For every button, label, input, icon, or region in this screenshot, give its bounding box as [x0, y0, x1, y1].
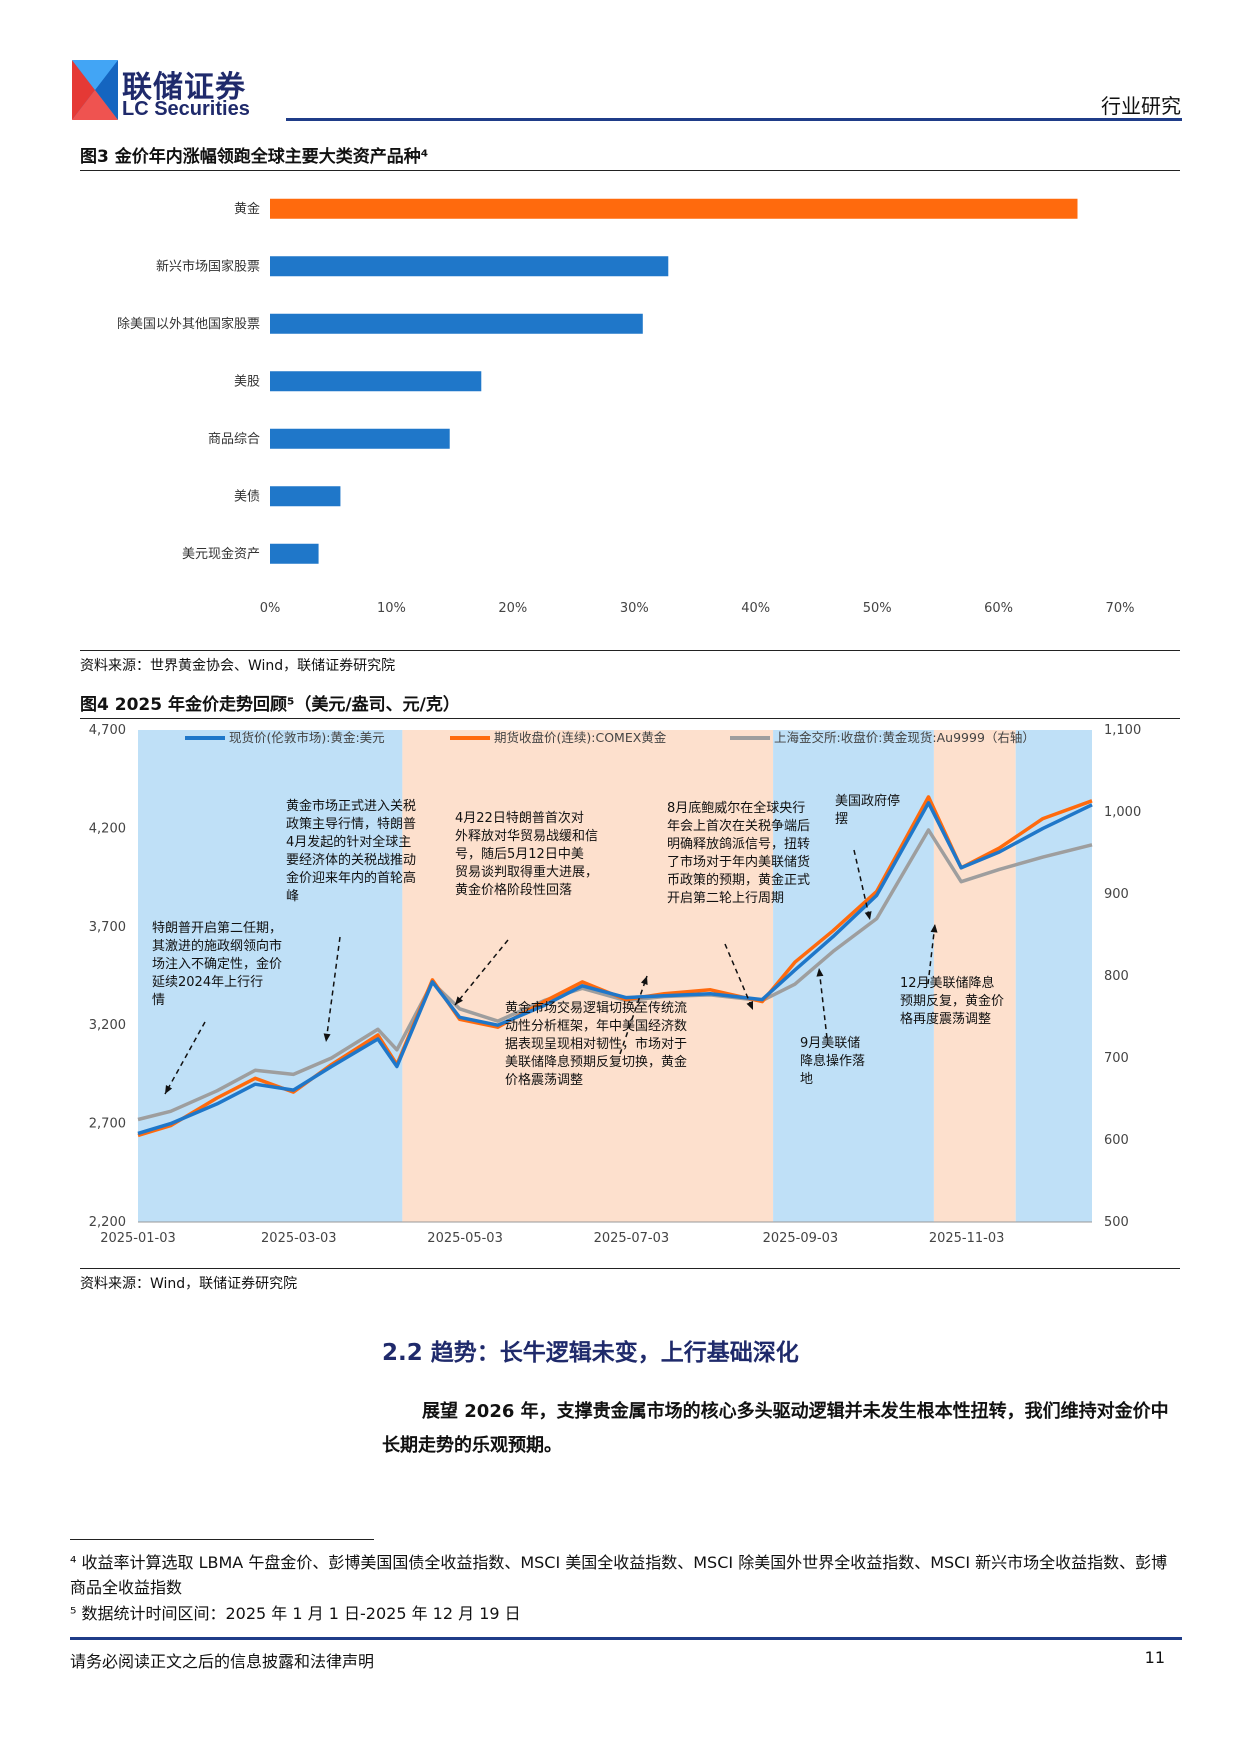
figure4-title: 图4 2025 年金价走势回顾⁵（美元/盎司、元/克）: [80, 695, 460, 715]
arrowhead: [816, 968, 824, 977]
bar-category-label: 新兴市场国家股票: [156, 258, 260, 274]
y-tick-label: 2,700: [89, 1117, 126, 1132]
chart-annotation: 黄金市场交易逻辑切换至传统流动性分析框架，年中美国经济数据表现呈现相对韧性，市场…: [505, 1000, 687, 1088]
bar-category-label: 黄金: [234, 201, 260, 217]
y-tick-label: 4,700: [89, 723, 126, 738]
x-tick-label: 2025-01-03: [100, 1231, 176, 1246]
bar: [270, 486, 341, 507]
footnote-divider: [70, 1539, 374, 1540]
legend-label: 期货收盘价(连续):COMEX黄金: [494, 730, 667, 745]
x-tick-label: 2025-05-03: [427, 1231, 503, 1246]
chart-annotation: 特朗普开启第二任期，其激进的施政纲领向市场注入不确定性，金价延续2024年上行行…: [152, 921, 282, 1008]
y2-tick-label: 600: [1104, 1133, 1129, 1148]
header-divider: [286, 118, 1182, 121]
logo: [72, 60, 118, 120]
y2-tick-label: 500: [1104, 1215, 1129, 1230]
logo-icon: [72, 60, 118, 120]
bar-category-label: 商品综合: [208, 432, 260, 447]
chart-annotation: 美国政府停摆: [835, 793, 900, 827]
x-tick-label: 2025-09-03: [763, 1231, 839, 1246]
series-line: [137, 795, 1093, 1138]
shaded-period: [402, 730, 774, 1222]
section-title: 2.2 趋势：长牛逻辑未变，上行基础深化: [382, 1340, 799, 1366]
bar: [270, 428, 450, 449]
bar: [270, 371, 482, 392]
x-tick-label: 70%: [1106, 601, 1135, 616]
y-tick-label: 4,200: [89, 821, 126, 836]
bar: [270, 256, 669, 277]
figure3-top-rule: [80, 170, 1180, 171]
legend-label: 现货价(伦敦市场):黄金:美元: [229, 730, 385, 745]
annotation-arrow: [164, 1021, 206, 1095]
line-chart: 2,200 2,700 3,200 3,700 4,200 4,700 500 600 700 8…: [89, 723, 1141, 1246]
y2-tick-label: 1,000: [1104, 805, 1141, 820]
page-number: 11: [1144, 1648, 1165, 1667]
x-tick-label: 50%: [863, 601, 892, 616]
bar: [270, 313, 643, 334]
x-tick-label: 2025-07-03: [594, 1231, 670, 1246]
annotation-arrow: [619, 975, 648, 1055]
series-line: [137, 801, 1093, 1136]
chart-annotation: 9月美联储降息操作落地: [800, 1036, 865, 1087]
brand-name-en: LC Securities: [122, 98, 250, 120]
x-tick-label: 20%: [498, 601, 527, 616]
section-label: 行业研究: [1101, 94, 1181, 118]
x-tick-label: 30%: [620, 601, 649, 616]
bar: [270, 543, 319, 564]
y2-tick-label: 900: [1104, 887, 1129, 902]
chart-annotation: 黄金市场正式进入关税政策主导行情，特朗普 4月发起的针对全球主要经济体的关税战推动…: [286, 798, 416, 904]
chart-annotation: 8月底鲍威尔在全球央行年会上首次在关税争端后明确释放鸽派信号，扭转了市场对于年内…: [667, 800, 810, 906]
y2-tick-label: 1,100: [1104, 723, 1141, 738]
arrowhead: [930, 924, 938, 933]
arrowhead: [455, 996, 463, 1005]
x-tick-label: 60%: [984, 601, 1013, 616]
x-tick-label: 40%: [741, 601, 770, 616]
arrowhead: [323, 1033, 331, 1042]
figure3-source: 资料来源：世界黄金协会、Wind，联储证券研究院: [80, 658, 396, 674]
shaded-period: [773, 730, 934, 1222]
bar-category-label: 美股: [234, 374, 260, 389]
x-tick-label: 10%: [377, 601, 406, 616]
shaded-period: [933, 730, 1016, 1222]
bar-category-label: 美债: [234, 489, 260, 504]
arrowhead: [864, 911, 872, 920]
brand-name-cn: 联储证券: [122, 70, 246, 105]
body-paragraph: 展望 2026 年，支撑贵金属市场的核心多头驱动逻辑并未发生根本性扭转，我们维持…: [382, 1401, 1169, 1456]
y2-tick-label: 700: [1104, 1051, 1129, 1066]
figure4-source: 资料来源：Wind，联储证券研究院: [80, 1276, 298, 1292]
y-tick-label: 3,700: [89, 920, 126, 935]
figure4-top-rule: [80, 718, 1180, 719]
annotation-arrow: [454, 939, 509, 1006]
y2-tick-label: 800: [1104, 969, 1129, 984]
y-tick-label: 3,200: [89, 1018, 126, 1033]
annotation-arrow: [818, 967, 828, 1039]
chart-annotation: 4月22日特朗普首次对外释放对华贸易战缓和信号，随后5月12日中美贸易谈判取得重…: [455, 810, 598, 898]
arrowhead: [640, 976, 648, 985]
chart-annotation: 12月美联储降息预期反复，黄金价格再度震荡调整: [900, 975, 1004, 1027]
footer-disclaimer: 请务必阅读正文之后的信息披露和法律声明: [70, 1652, 375, 1671]
annotation-arrow: [724, 943, 754, 1011]
footer-divider: [70, 1637, 1182, 1640]
bar: [270, 198, 1078, 219]
bar-category-label: 除美国以外其他国家股票: [117, 316, 260, 332]
figure3-bottom-rule: [80, 650, 1180, 651]
footnote-5: ⁵ 数据统计时间区间：2025 年 1 月 1 日-2025 年 12 月 19…: [70, 1604, 521, 1623]
annotation-arrow: [927, 923, 936, 985]
shaded-period: [138, 730, 403, 1222]
arrowhead: [746, 1001, 753, 1010]
annotation-arrow: [853, 849, 871, 921]
x-tick-label: 0%: [260, 601, 281, 616]
legend-label: 上海金交所:收盘价:黄金现货:Au9999（右轴）: [774, 730, 1035, 745]
figure3-title: 图3 金价年内涨幅领跑全球主要大类资产品种⁴: [80, 147, 429, 167]
y-tick-label: 2,200: [89, 1215, 126, 1230]
footnote-4: ⁴ 收益率计算选取 LBMA 午盘金价、彭博美国国债全收益指数、MSCI 美国全…: [70, 1553, 1168, 1597]
series-line: [137, 828, 1093, 1122]
arrowhead: [165, 1085, 173, 1094]
figure4-bottom-rule: [80, 1268, 1180, 1269]
x-tick-label: 2025-11-03: [929, 1231, 1005, 1246]
bar-category-label: 美元现金资产: [182, 546, 260, 562]
x-tick-label: 2025-03-03: [261, 1231, 337, 1246]
